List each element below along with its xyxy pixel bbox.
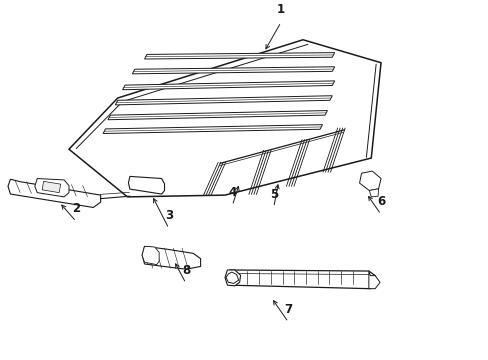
Polygon shape (115, 96, 331, 105)
Polygon shape (122, 81, 334, 90)
Polygon shape (35, 179, 69, 197)
Polygon shape (42, 181, 61, 193)
Polygon shape (368, 189, 378, 197)
Polygon shape (144, 53, 334, 59)
Text: 3: 3 (164, 209, 173, 222)
Text: 1: 1 (276, 3, 285, 16)
Text: 4: 4 (228, 186, 236, 199)
Text: 5: 5 (269, 188, 277, 201)
Polygon shape (224, 270, 240, 286)
Polygon shape (142, 246, 159, 265)
Polygon shape (69, 40, 380, 197)
Polygon shape (142, 246, 200, 269)
Polygon shape (359, 171, 380, 190)
Text: 2: 2 (72, 202, 80, 215)
Polygon shape (103, 125, 322, 134)
Polygon shape (368, 271, 379, 289)
Text: 6: 6 (376, 195, 385, 208)
Polygon shape (225, 272, 238, 283)
Text: 7: 7 (284, 303, 292, 316)
Polygon shape (8, 179, 101, 207)
Polygon shape (108, 111, 327, 120)
Polygon shape (132, 67, 334, 74)
Polygon shape (128, 176, 164, 194)
Text: 8: 8 (182, 264, 190, 277)
Polygon shape (227, 270, 374, 289)
